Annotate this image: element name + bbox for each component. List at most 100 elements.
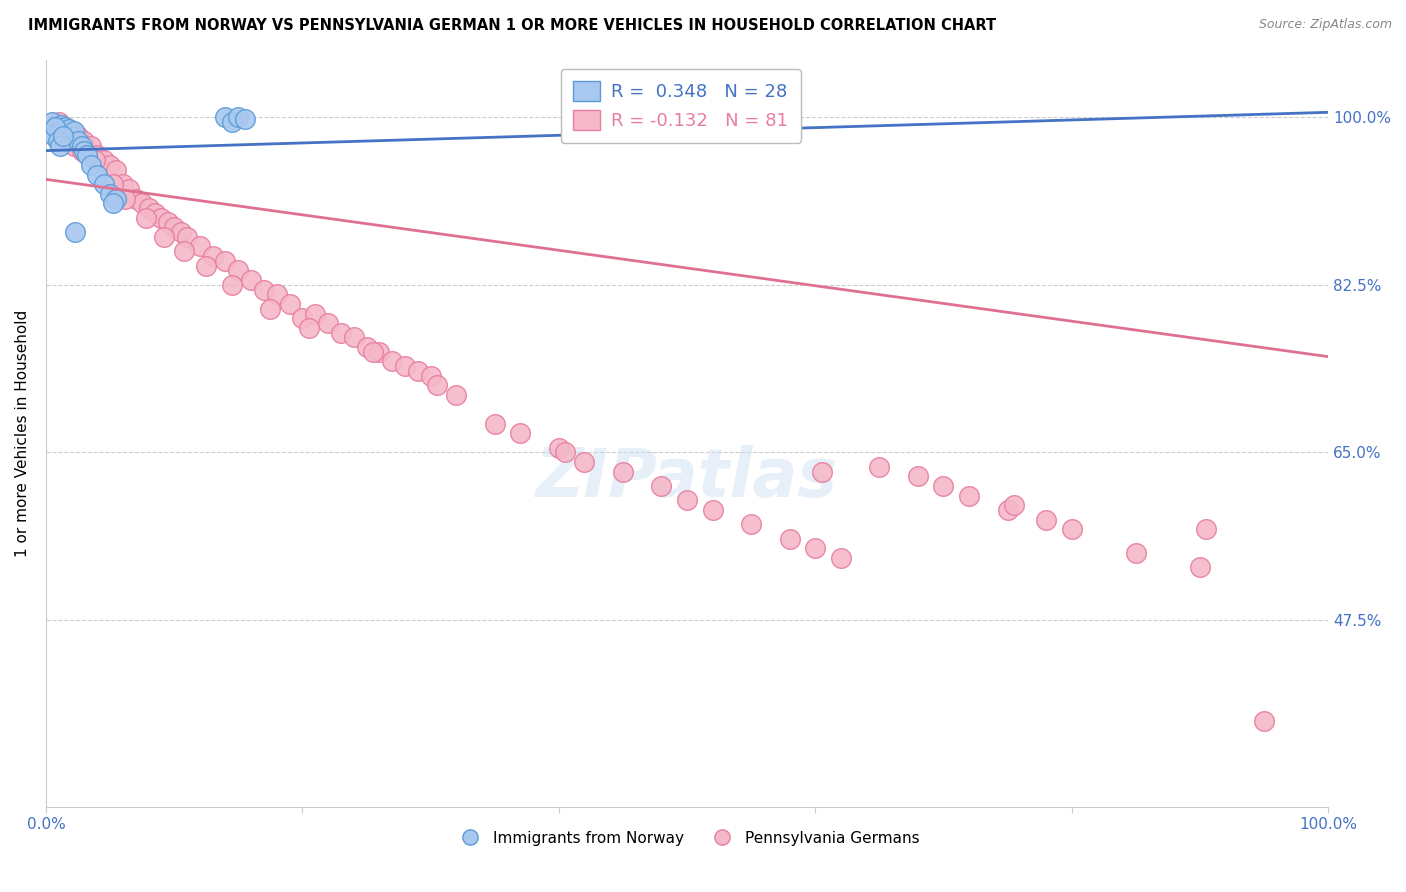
Point bbox=[221, 115, 243, 129]
Point bbox=[394, 359, 416, 374]
Point bbox=[93, 177, 115, 191]
Point bbox=[41, 115, 63, 129]
Point bbox=[53, 120, 76, 134]
Point bbox=[612, 465, 634, 479]
Point bbox=[80, 138, 103, 153]
Point bbox=[381, 354, 404, 368]
Point bbox=[368, 344, 391, 359]
Point bbox=[131, 196, 153, 211]
Point bbox=[804, 541, 827, 556]
Point bbox=[361, 344, 384, 359]
Point bbox=[66, 129, 89, 144]
Legend: R =  0.348   N = 28, R = -0.132   N = 81: R = 0.348 N = 28, R = -0.132 N = 81 bbox=[561, 69, 800, 143]
Point bbox=[66, 134, 89, 148]
Point bbox=[98, 158, 121, 172]
Point bbox=[446, 388, 468, 402]
Point bbox=[702, 503, 724, 517]
Point bbox=[304, 306, 326, 320]
Point bbox=[125, 192, 148, 206]
Point bbox=[1253, 714, 1275, 728]
Point bbox=[868, 459, 890, 474]
Point bbox=[266, 287, 288, 301]
Point bbox=[214, 110, 236, 124]
Point bbox=[86, 168, 108, 182]
Point bbox=[201, 249, 224, 263]
Point bbox=[1002, 498, 1025, 512]
Point bbox=[135, 211, 157, 225]
Point bbox=[316, 316, 339, 330]
Point bbox=[957, 489, 980, 503]
Point bbox=[60, 129, 83, 144]
Point bbox=[143, 206, 166, 220]
Y-axis label: 1 or more Vehicles in Household: 1 or more Vehicles in Household bbox=[15, 310, 30, 557]
Point bbox=[118, 182, 141, 196]
Point bbox=[73, 134, 96, 148]
Point bbox=[509, 426, 531, 441]
Point bbox=[52, 129, 75, 144]
Point bbox=[547, 441, 569, 455]
Point bbox=[574, 455, 596, 469]
Point bbox=[83, 153, 105, 168]
Point bbox=[49, 138, 72, 153]
Point bbox=[70, 144, 93, 158]
Point bbox=[259, 301, 281, 316]
Point bbox=[173, 244, 195, 259]
Point bbox=[554, 445, 576, 459]
Point bbox=[484, 417, 506, 431]
Point bbox=[343, 330, 366, 344]
Point bbox=[932, 479, 955, 493]
Text: IMMIGRANTS FROM NORWAY VS PENNSYLVANIA GERMAN 1 OR MORE VEHICLES IN HOUSEHOLD CO: IMMIGRANTS FROM NORWAY VS PENNSYLVANIA G… bbox=[28, 18, 997, 33]
Point bbox=[676, 493, 699, 508]
Point bbox=[240, 273, 263, 287]
Point bbox=[76, 148, 98, 162]
Point bbox=[278, 297, 301, 311]
Point bbox=[779, 532, 801, 546]
Point bbox=[214, 253, 236, 268]
Point bbox=[150, 211, 173, 225]
Point bbox=[1125, 546, 1147, 560]
Point bbox=[70, 138, 93, 153]
Point bbox=[153, 230, 176, 244]
Point bbox=[176, 230, 198, 244]
Text: Source: ZipAtlas.com: Source: ZipAtlas.com bbox=[1258, 18, 1392, 31]
Point bbox=[58, 121, 80, 136]
Point bbox=[810, 465, 832, 479]
Point bbox=[1035, 512, 1057, 526]
Point bbox=[60, 124, 83, 138]
Point bbox=[80, 158, 103, 172]
Point bbox=[111, 177, 134, 191]
Point bbox=[73, 144, 96, 158]
Point bbox=[907, 469, 929, 483]
Point bbox=[997, 503, 1019, 517]
Point bbox=[48, 115, 70, 129]
Point bbox=[233, 112, 256, 126]
Point bbox=[253, 283, 276, 297]
Point bbox=[93, 153, 115, 168]
Point bbox=[105, 162, 128, 177]
Point bbox=[63, 124, 86, 138]
Point bbox=[44, 120, 66, 134]
Point bbox=[156, 215, 179, 229]
Point bbox=[46, 134, 69, 148]
Point bbox=[329, 326, 352, 340]
Point bbox=[53, 120, 76, 134]
Point bbox=[188, 239, 211, 253]
Point bbox=[195, 259, 218, 273]
Point bbox=[48, 124, 70, 138]
Point bbox=[163, 220, 186, 235]
Point bbox=[291, 311, 314, 326]
Point bbox=[1188, 560, 1211, 574]
Point bbox=[105, 192, 128, 206]
Point bbox=[650, 479, 672, 493]
Point bbox=[42, 129, 65, 144]
Point bbox=[406, 364, 429, 378]
Point bbox=[740, 517, 762, 532]
Point bbox=[101, 196, 124, 211]
Point bbox=[169, 225, 191, 239]
Point bbox=[298, 321, 321, 335]
Point bbox=[226, 110, 249, 124]
Point bbox=[830, 550, 852, 565]
Point bbox=[51, 118, 73, 132]
Point bbox=[65, 225, 87, 239]
Point bbox=[226, 263, 249, 277]
